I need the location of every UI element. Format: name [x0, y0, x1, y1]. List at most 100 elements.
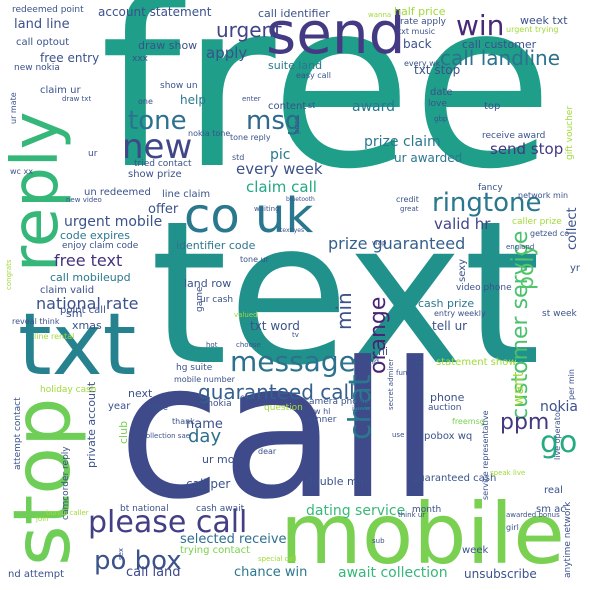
word-st-week: st week: [542, 309, 577, 319]
word-call-customer: call customer: [462, 38, 537, 51]
word-dating-service: dating service: [306, 503, 406, 519]
word-nokia-tone: nokia tone: [188, 129, 231, 138]
word-end: end: [364, 357, 380, 366]
word-reveal-think: reveal think: [12, 317, 60, 326]
word-chance-win: chance win: [234, 565, 308, 580]
word-code-expires: code expires: [60, 229, 130, 242]
word-draw-show: draw show: [138, 39, 198, 52]
word-fun: fun: [396, 369, 408, 377]
word-prize-guaranteed: prize guaranteed: [328, 234, 466, 253]
word-name: name: [186, 417, 223, 432]
word-service-representative: service representative: [481, 410, 490, 500]
word-phone: phone: [430, 391, 465, 404]
word-txt-music: txt music: [398, 27, 436, 36]
word-dear: dear: [258, 447, 277, 456]
word-help: help: [180, 93, 206, 107]
word-nd-attempt: nd attempt: [8, 569, 64, 580]
word-go: go: [540, 425, 578, 460]
word-next: next: [128, 387, 153, 400]
word-rate-apply: rate apply: [400, 17, 446, 27]
word-msg: msg: [246, 106, 302, 136]
word-text: text: [150, 178, 541, 409]
word-trying-contact: trying contact: [180, 545, 251, 556]
word-urgent: urgent: [216, 18, 283, 42]
word-waiting: waiting: [254, 205, 280, 213]
word-per-min: per min: [567, 369, 576, 400]
word-info: info: [352, 405, 366, 413]
word-apply: apply: [206, 44, 248, 62]
word-wap: wap: [372, 239, 387, 247]
word-bonus-caller: bonus caller: [46, 509, 89, 517]
word-award: award: [352, 99, 396, 115]
word-cash-await: cash await: [196, 504, 245, 514]
word-txt-nokia: txt nokia: [192, 399, 232, 409]
word-call-identifier: call identifier: [258, 7, 330, 20]
word-year: year: [108, 401, 131, 412]
word-send-stop: send stop: [490, 140, 564, 158]
word-attempt-contact: attempt contact: [13, 397, 23, 470]
word-babe: babe: [148, 403, 168, 412]
word-guaranteed-cash: guaranteed cash: [412, 473, 497, 484]
word-call-mobileupd: call mobileupd: [50, 271, 131, 284]
word-think-ur: think ur: [398, 511, 426, 519]
word-sex: sex: [117, 548, 125, 560]
word-txt-word: txt word: [250, 319, 300, 333]
word-enter: enter: [242, 95, 261, 103]
word-urgent-trying: urgent trying: [506, 25, 559, 34]
word-video-phone: video phone: [456, 283, 512, 293]
word-send: send: [266, 0, 406, 67]
word-gbp: gbp: [434, 115, 448, 123]
word-suite-land: suite land: [268, 59, 323, 72]
word-land-row: land row: [184, 277, 232, 290]
word-credit: credit: [396, 195, 419, 204]
word-mobile: mobile: [280, 485, 565, 583]
word-double-min: double min: [306, 475, 368, 488]
word-receive-award: receive award: [482, 131, 546, 141]
word-statement-show: statement show: [436, 357, 517, 368]
word-show-prize: show prize: [128, 169, 182, 180]
word-prize-claim: prize claim: [364, 134, 441, 150]
word-half-price: half price: [394, 5, 446, 18]
word-thank: thank: [172, 417, 195, 426]
word-auction: auction: [428, 403, 462, 413]
word-identifier-code: identifier code: [176, 239, 256, 252]
word-choose: choose: [236, 341, 261, 349]
word-point-call: point call: [60, 305, 106, 316]
word-call-per: call per: [186, 477, 231, 491]
word-every-week: every week: [236, 160, 323, 178]
word-call-landline: call landline: [440, 46, 560, 70]
word-bluetooth: bluetooth: [286, 196, 315, 203]
word-line-rental: line rental: [34, 332, 75, 341]
word-offer: offer: [148, 202, 179, 217]
word-land-line: land line: [14, 17, 70, 32]
word-draw-txt: draw txt: [62, 95, 92, 103]
word-pic: pic: [270, 147, 291, 163]
word-week-txt: week txt: [520, 14, 568, 27]
word-ringtone: ringtone: [432, 188, 542, 218]
word-ur-mate: ur mate: [9, 92, 18, 124]
word-winner: winner: [306, 415, 337, 425]
word-special-call: special call: [258, 555, 297, 563]
word-tone-ur: tone ur: [240, 255, 269, 264]
word-valued: valued: [234, 311, 258, 319]
word-camera-phone: camera phone: [304, 397, 370, 407]
word-great: great: [400, 205, 419, 213]
word-anytime-network: anytime network: [563, 501, 573, 578]
word-national-rate: national rate: [36, 294, 139, 313]
word-valid-hr: valid hr: [434, 215, 491, 233]
word-one: one: [138, 97, 153, 106]
word-join: join: [36, 515, 49, 523]
word-mobile-number: mobile number: [174, 375, 235, 384]
word-cost: cost: [240, 393, 257, 402]
word-show-un: show un: [160, 81, 198, 91]
word-fancy: fancy: [478, 183, 503, 193]
word-free: free: [100, 0, 554, 220]
word-congrats: congrats: [5, 259, 13, 290]
word-guaranteed-call: guaranteed call: [198, 380, 355, 404]
word-caller-prize: caller prize: [512, 217, 562, 227]
word-selected-receive: selected receive: [180, 532, 287, 547]
word-reply: reply: [0, 111, 73, 272]
word-call-optout: call optout: [16, 37, 70, 48]
word-free-text: free text: [54, 251, 123, 270]
